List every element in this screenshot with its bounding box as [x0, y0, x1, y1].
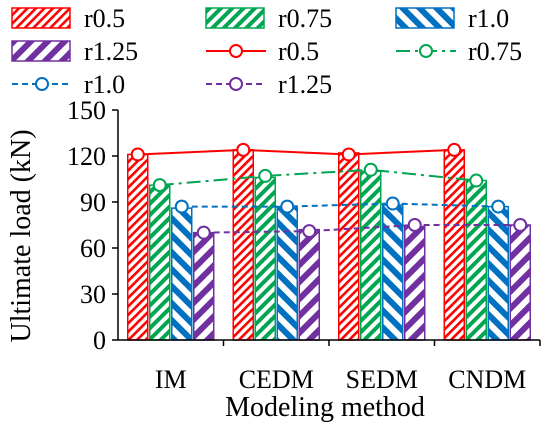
point-r0.75	[258, 168, 273, 183]
legend-label-r0.75: r0.75	[278, 4, 332, 33]
point-r0.75	[152, 178, 167, 193]
legend-label-r0.75: r0.75	[468, 37, 522, 66]
bar-r1.25	[298, 228, 320, 341]
bar-r1.25	[193, 231, 215, 341]
legend-label-r1.25: r1.25	[84, 37, 138, 66]
bar-r0.5	[338, 152, 360, 341]
legend: r0.5 r0.75 r1.0 r1.25 r0.5 r0.75 r1.0 r1.25	[11, 4, 522, 99]
bar-r0.75	[465, 179, 487, 341]
bar-r1.0	[487, 205, 509, 341]
x-tick-label: CNDM	[448, 365, 526, 394]
bar-r1.25	[404, 225, 426, 341]
legend-label-r0.5: r0.5	[84, 4, 125, 33]
x-axis-title: Modeling method	[225, 392, 425, 423]
x-tick-label: IM	[155, 365, 187, 394]
x-tick-label: CEDM	[239, 365, 314, 394]
bar-r0.75	[254, 176, 276, 341]
y-tick-label: 0	[93, 326, 106, 355]
bar-r1.0	[276, 205, 298, 341]
legend-label-r1.0: r1.0	[468, 4, 509, 33]
line-series-group	[130, 142, 528, 240]
point-r1.0	[491, 199, 506, 214]
point-r1.25	[302, 224, 317, 239]
y-tick-label: 150	[67, 96, 106, 125]
legend-marker-r1.0	[35, 77, 49, 91]
point-r1.25	[513, 218, 528, 232]
y-tick-label: 60	[80, 234, 106, 263]
legend-swatch-r0.75	[205, 7, 265, 29]
point-r0.75	[469, 173, 484, 188]
line-r0.5	[137, 148, 455, 156]
y-axis-ticks: 0 30 60 90 120 150	[67, 96, 118, 355]
legend-marker-r1.25	[229, 77, 243, 91]
legend-swatch-r0.5	[11, 7, 71, 29]
point-r0.5	[130, 147, 145, 162]
point-r1.0	[174, 199, 189, 214]
y-axis-title: Ultimate load (kN)	[6, 129, 37, 342]
bar-r0.75	[360, 170, 382, 341]
line-r0.75	[159, 168, 477, 187]
legend-marker-r0.75	[419, 44, 433, 58]
y-tick-label: 30	[80, 280, 106, 309]
bar-r0.75	[149, 184, 171, 341]
point-r0.75	[363, 162, 378, 177]
legend-label-r1.25: r1.25	[278, 70, 332, 99]
point-r1.0	[280, 199, 295, 214]
bar-r1.0	[382, 204, 404, 341]
bar-r0.5	[127, 153, 149, 341]
legend-label-r1.0: r1.0	[84, 70, 125, 99]
legend-marker-r0.5	[229, 44, 243, 58]
point-r0.5	[447, 142, 462, 157]
line-r1.25	[203, 224, 521, 234]
y-tick-label: 90	[80, 188, 106, 217]
point-r1.25	[196, 225, 211, 240]
point-r1.0	[385, 196, 400, 211]
point-r0.5	[236, 142, 251, 157]
bar-r1.0	[171, 207, 193, 341]
x-axis-ticks: IM CEDM SEDM CNDM	[155, 340, 541, 394]
legend-swatch-r1.25	[11, 40, 71, 62]
x-tick-label: SEDM	[346, 365, 418, 394]
legend-label-r0.5: r0.5	[278, 37, 319, 66]
bar-r1.25	[509, 224, 531, 341]
y-tick-label: 120	[67, 142, 106, 171]
legend-swatch-r1.0	[395, 7, 455, 29]
point-r1.25	[407, 218, 422, 232]
point-r0.5	[341, 147, 356, 162]
line-r1.0	[181, 202, 499, 208]
